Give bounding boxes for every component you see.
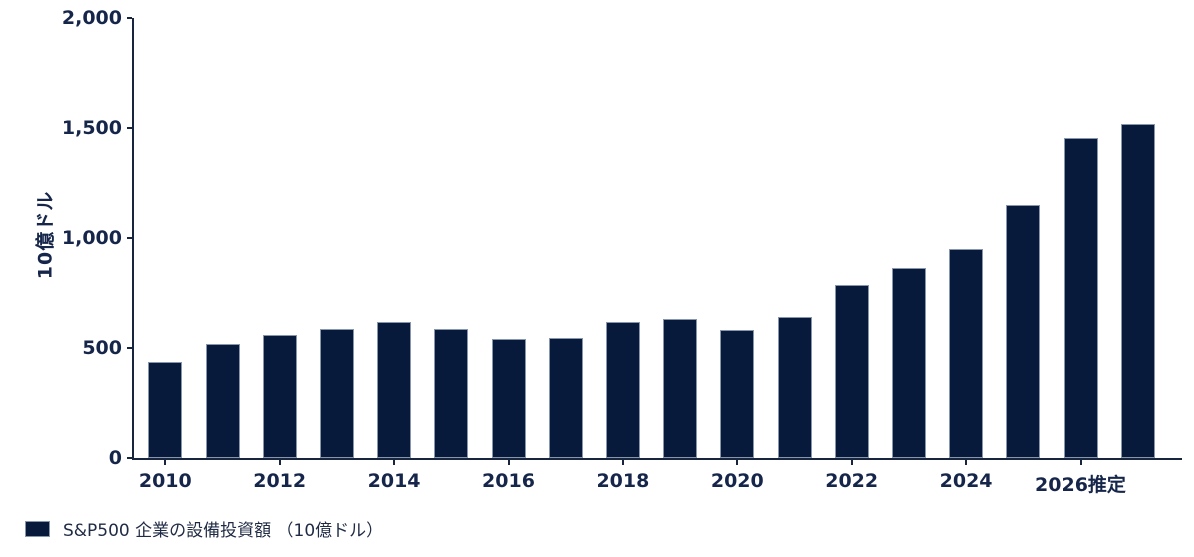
x-tick-label: 2010 <box>138 470 192 492</box>
x-tick-mark <box>393 460 396 465</box>
x-tick-mark <box>1079 460 1082 465</box>
x-tick-label: 2014 <box>367 470 421 492</box>
y-tick-label: 0 <box>108 447 122 469</box>
x-tick-mark <box>965 460 968 465</box>
bar-2017 <box>548 338 583 458</box>
bar-2016 <box>491 339 526 458</box>
y-tick-label: 1,500 <box>61 117 122 139</box>
x-tick-mark <box>621 460 624 465</box>
x-tick-mark <box>164 460 167 465</box>
y-tick-mark <box>127 127 132 129</box>
x-tick-mark <box>850 460 853 465</box>
bar-2025 <box>1006 205 1041 458</box>
bar-2020 <box>720 330 755 458</box>
x-tick-label: 2016 <box>482 470 535 492</box>
y-tick-mark <box>127 457 132 459</box>
y-tick-mark <box>127 17 132 19</box>
x-tick-label: 2018 <box>596 470 650 492</box>
x-tick-label: 2022 <box>825 470 879 492</box>
bar-2014 <box>377 321 412 458</box>
x-tick-label: 2026推定 <box>1035 474 1126 496</box>
bar-2022 <box>834 285 869 458</box>
legend: S&P500 企業の設備投資額 （10億ドル） <box>25 516 383 541</box>
x-tick-mark <box>736 460 739 465</box>
legend-swatch <box>25 520 50 537</box>
bar-2013 <box>319 329 354 458</box>
bar-2011 <box>205 343 240 458</box>
bar-2010 <box>148 362 183 458</box>
legend-label: S&P500 企業の設備投資額 （10億ドル） <box>63 521 384 541</box>
x-tick-label: 2020 <box>710 470 764 492</box>
x-tick-mark <box>507 460 510 465</box>
x-tick-label: 2012 <box>253 470 307 492</box>
bar-2026 <box>1063 137 1098 458</box>
plot-area: 0 500 1,000 1,500 2,000 2010 2012 2014 2016 2018 2… <box>62 7 1182 496</box>
y-tick-label: 2,000 <box>61 7 122 29</box>
x-tick-label: 2024 <box>939 470 993 492</box>
bar-2023 <box>891 267 926 458</box>
bar-2012 <box>262 334 297 458</box>
bar-2024 <box>949 249 984 458</box>
bar-2018 <box>605 321 640 458</box>
y-tick-label: 1,000 <box>61 227 122 249</box>
bar-2021 <box>777 317 812 458</box>
y-tick-mark <box>127 347 132 349</box>
x-tick-mark <box>278 460 281 465</box>
bar-2027 <box>1120 123 1155 458</box>
bar-2015 <box>434 329 469 458</box>
y-tick-label: 500 <box>82 337 122 359</box>
y-tick-mark <box>127 237 132 239</box>
bar-2019 <box>663 319 698 458</box>
